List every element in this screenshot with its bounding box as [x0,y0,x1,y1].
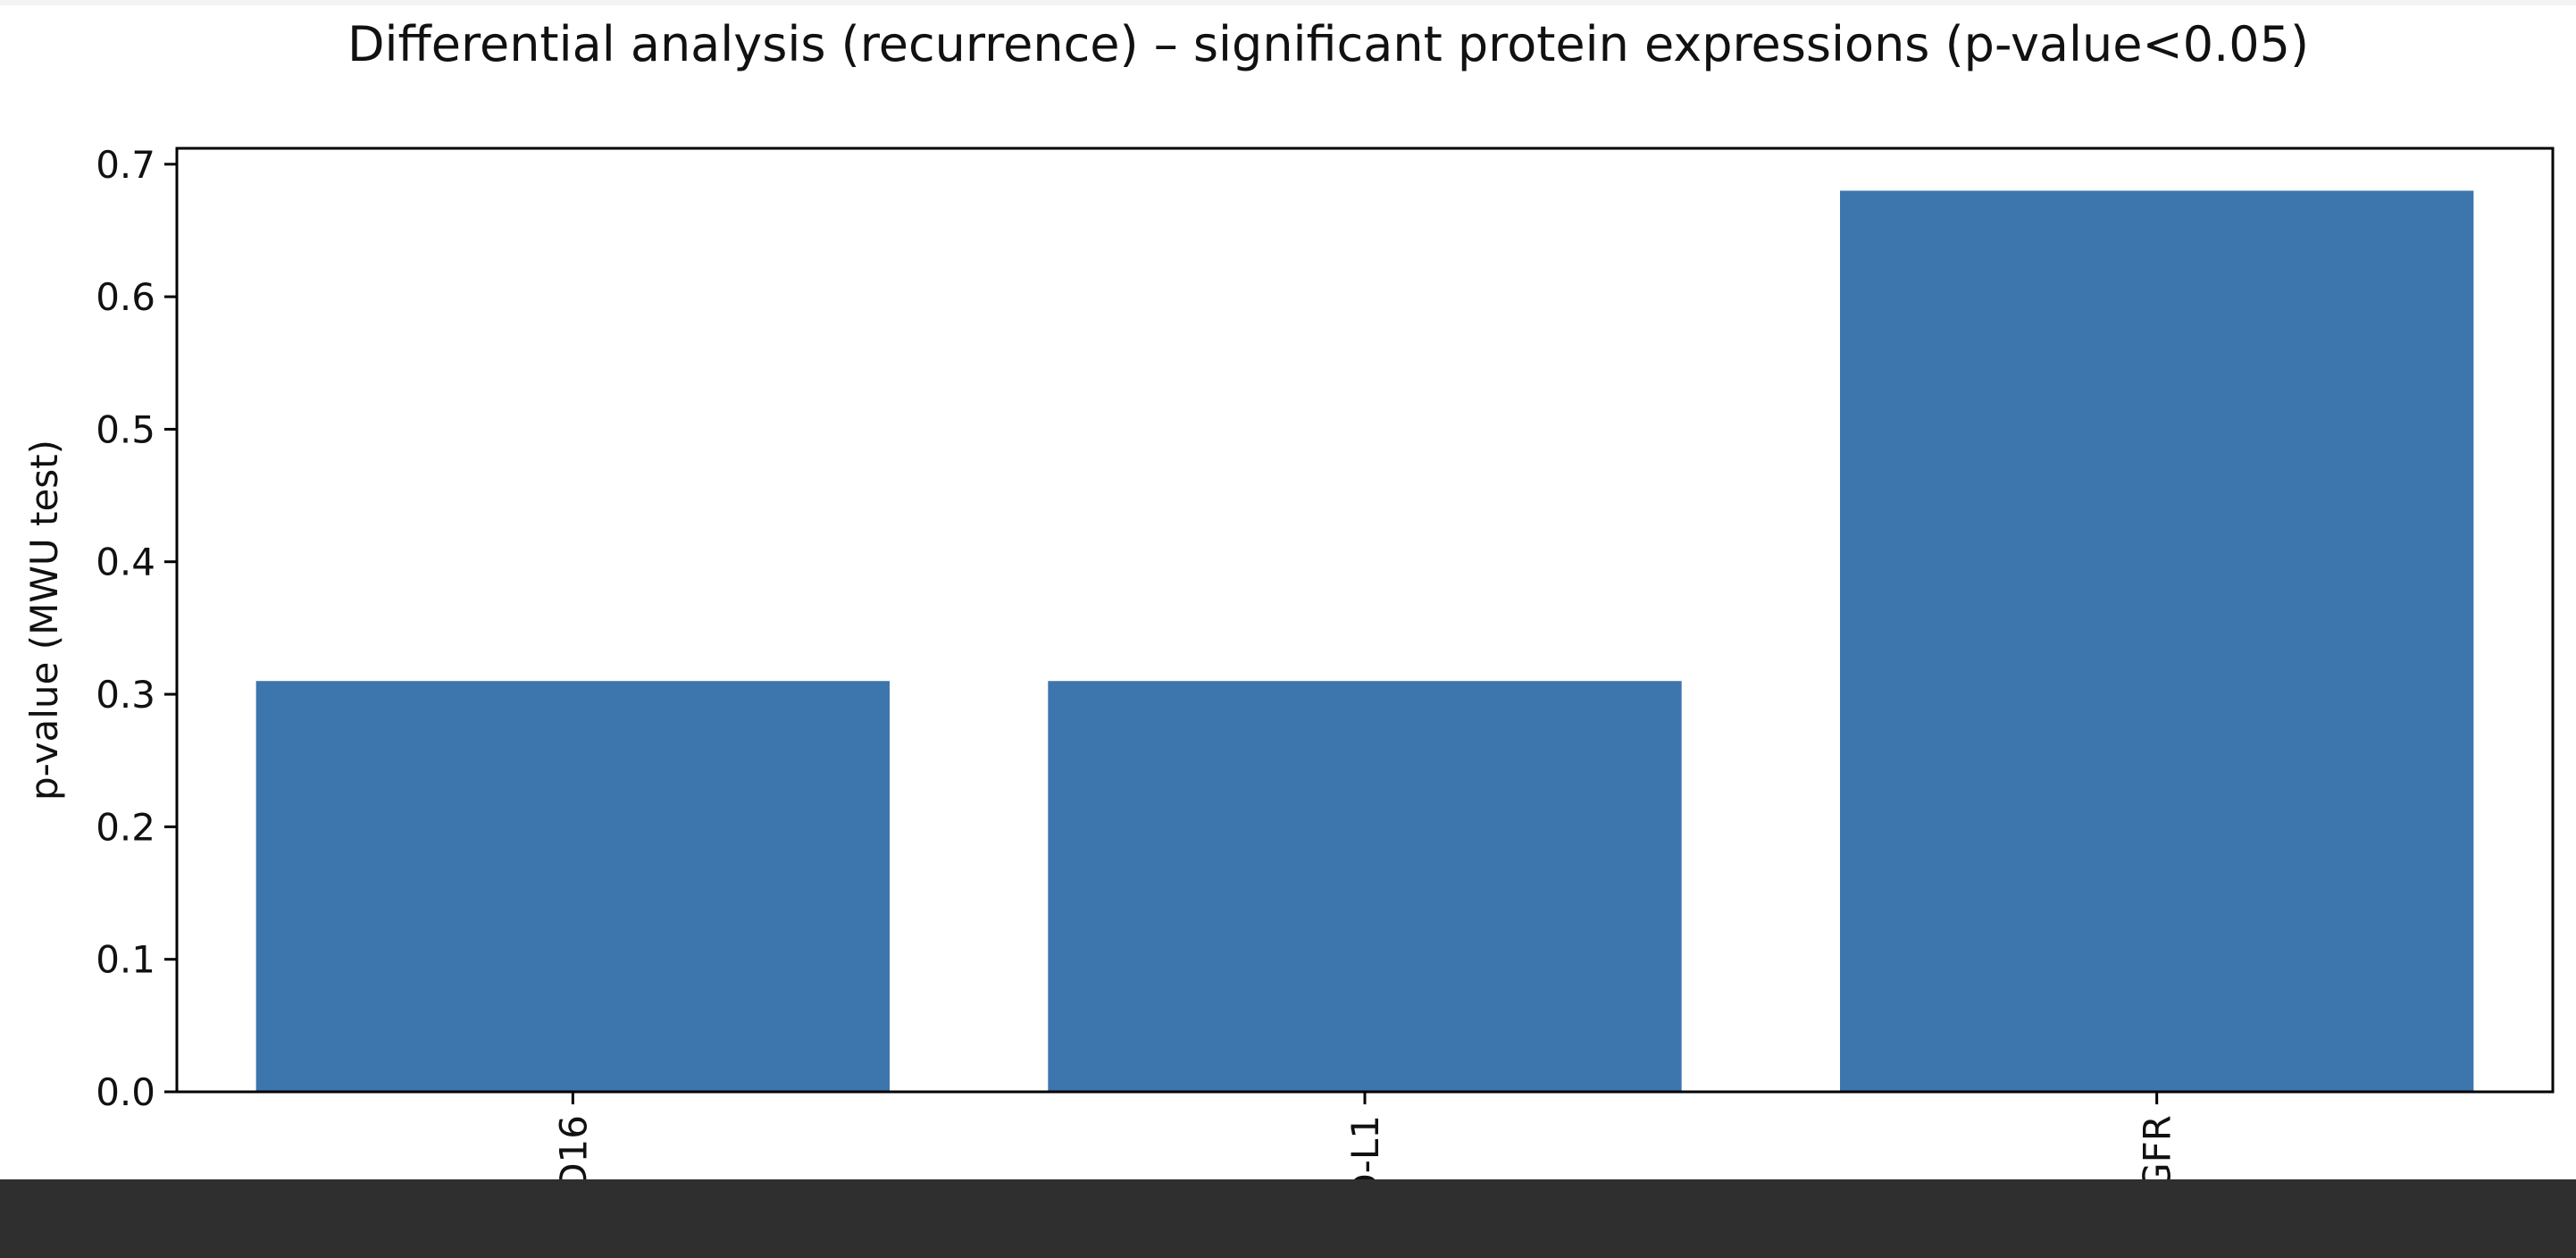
y-tick-label: 0.3 [96,673,155,717]
bars-layer [255,190,2474,1092]
y-axis-label: p-value (MWU test) [22,440,66,801]
y-tick-label: 0.7 [96,143,155,187]
y-tick-label: 0.0 [96,1070,155,1114]
y-tick-label: 0.2 [96,805,155,849]
plot-frame [175,147,2555,1094]
bar-egfr [1840,190,2474,1092]
bar-pd-l1 [1048,681,1682,1092]
bottom-dark-bar [0,1179,2576,1258]
top-edge-strip [0,0,2576,5]
chart-title: Differential analysis (recurrence) – sig… [347,16,2309,72]
y-axis-ticks: 0.0 0.1 0.2 0.3 0.4 0.5 0.6 0.7 [96,143,177,1114]
bar-cd16 [255,681,891,1092]
y-tick-label: 0.6 [96,275,155,319]
y-tick-label: 0.5 [96,407,155,451]
y-tick-label: 0.4 [96,541,155,584]
y-tick-label: 0.1 [96,938,155,982]
